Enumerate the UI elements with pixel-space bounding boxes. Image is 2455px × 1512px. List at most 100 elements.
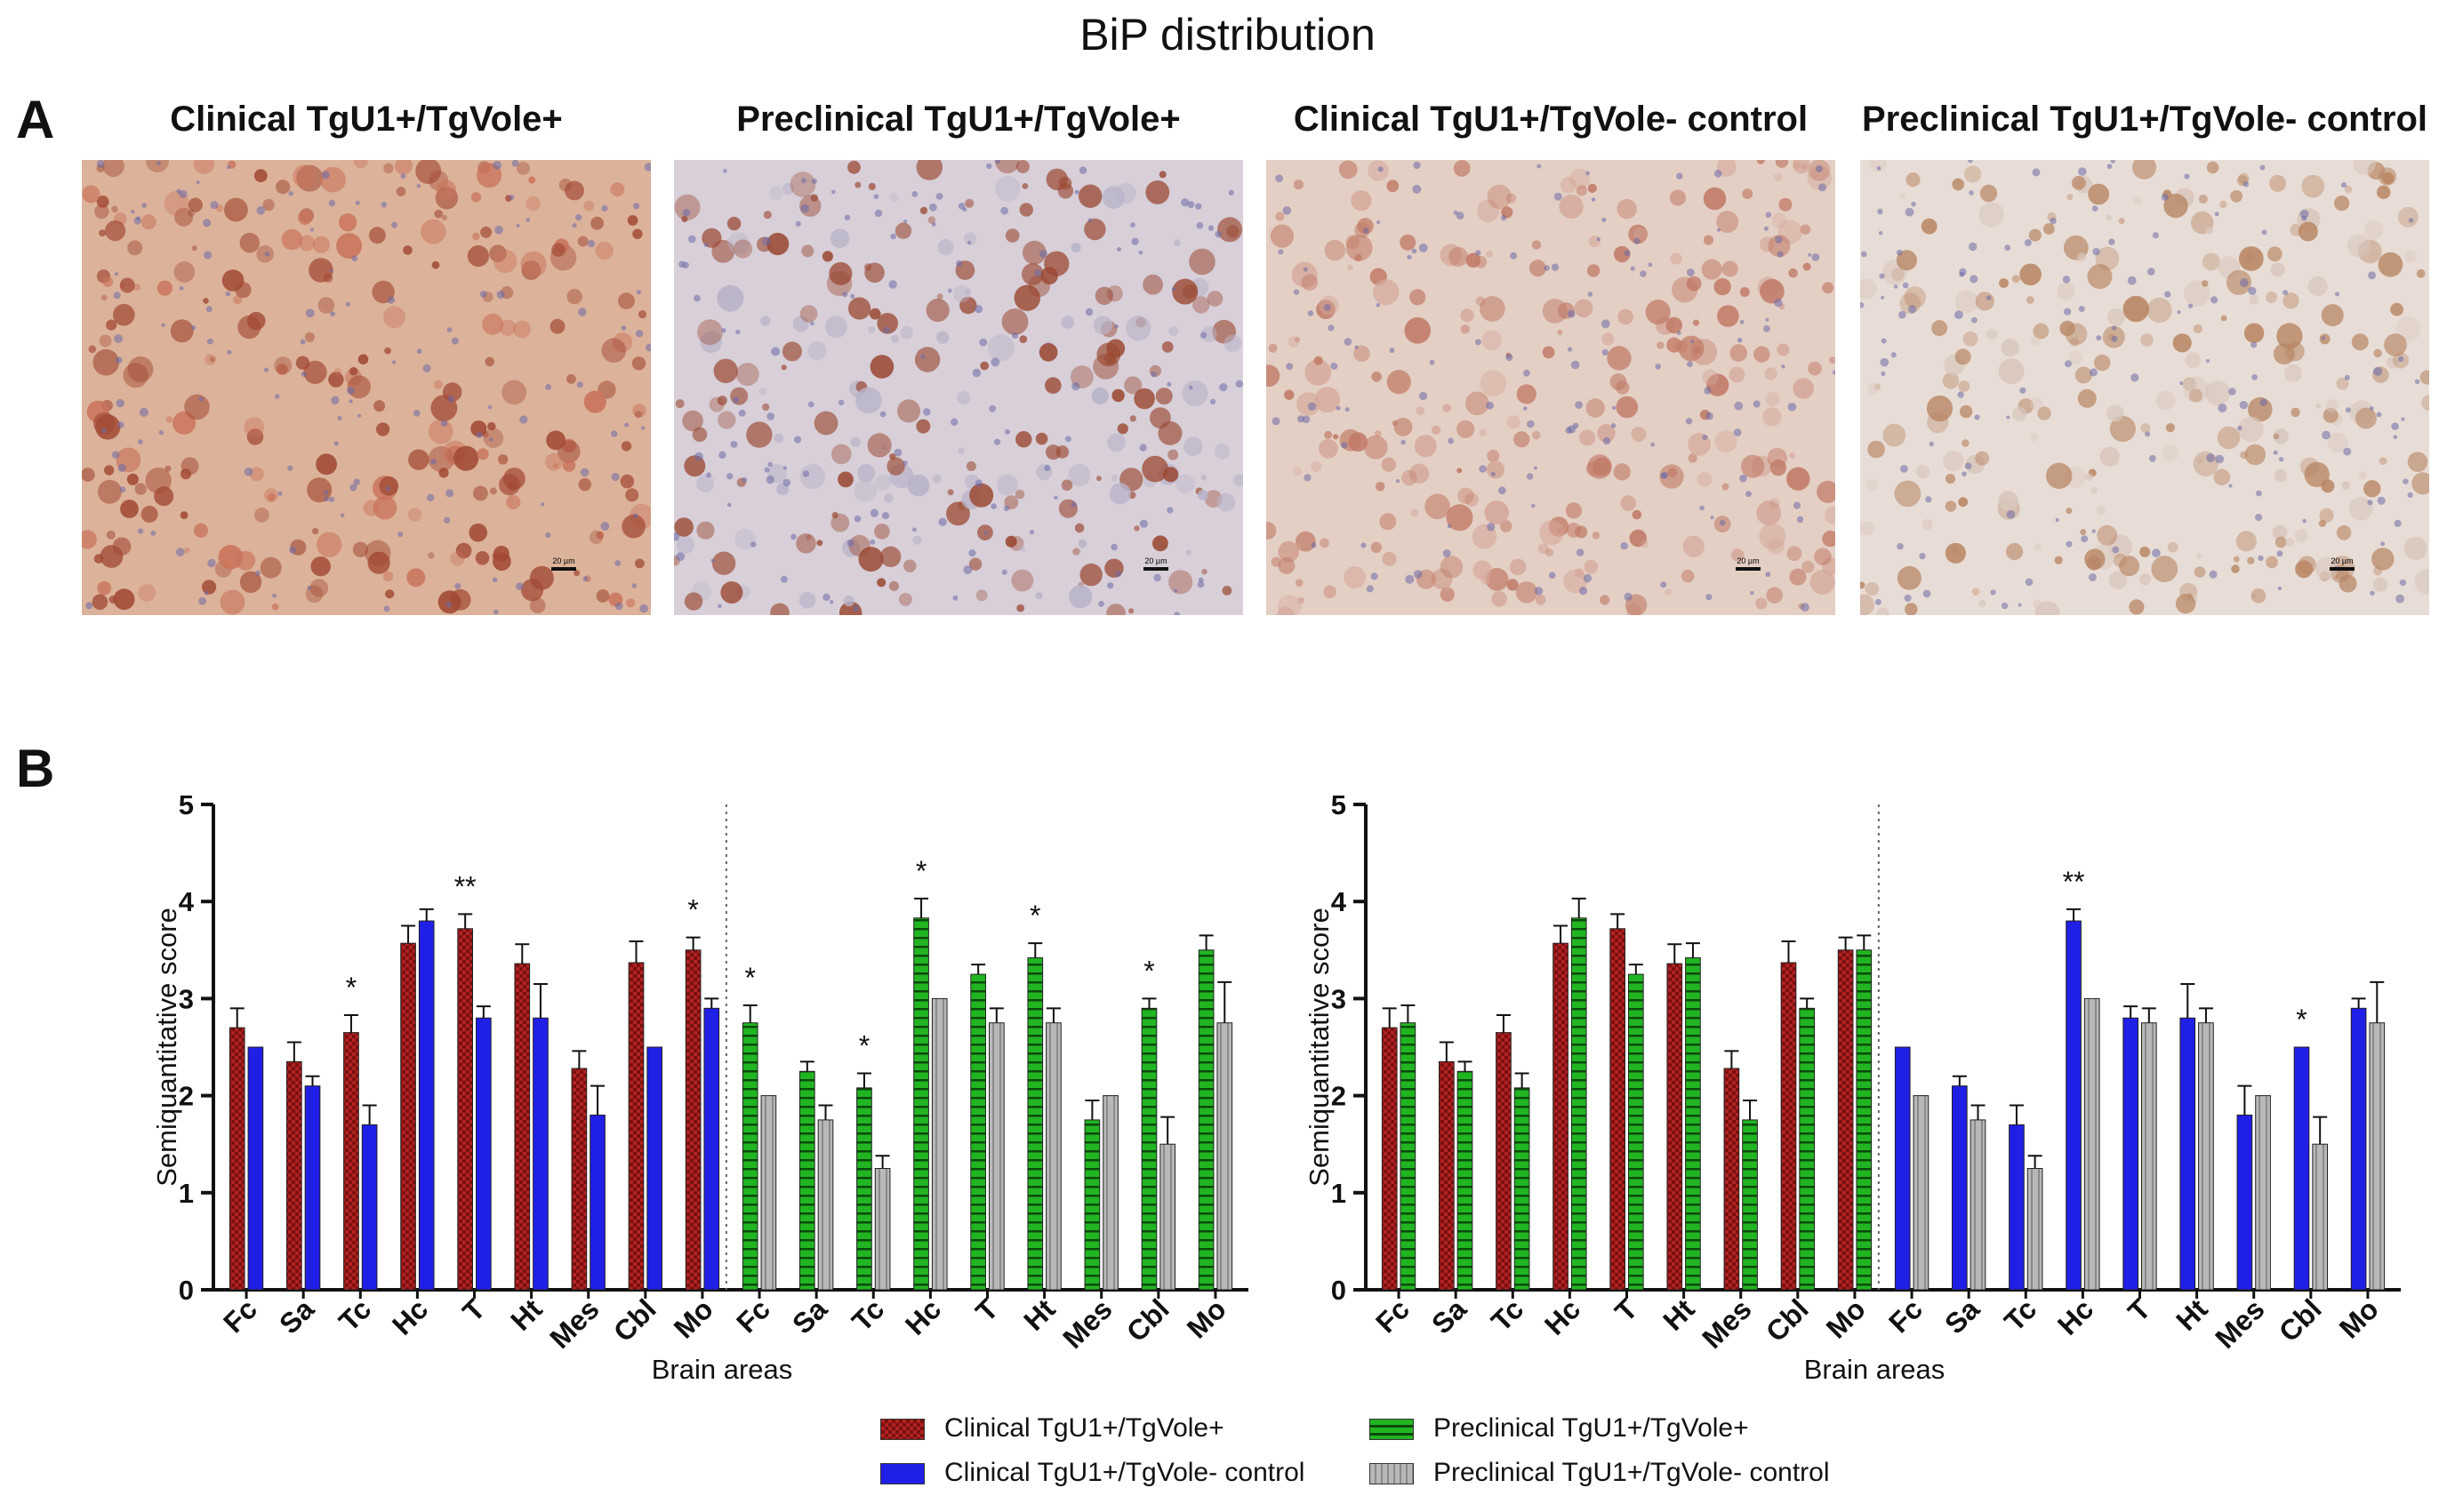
bar — [1084, 1119, 1101, 1291]
legend-item: Preclinical TgU1+/TgVole- control — [1369, 1458, 1830, 1488]
scale-bar-label: 20 µm — [2331, 556, 2353, 565]
bar — [2083, 997, 2100, 1291]
x-tick-label: Sa — [273, 1292, 320, 1340]
bar — [571, 1068, 588, 1291]
legend-swatch — [1369, 1419, 1414, 1441]
bar — [2009, 1124, 2025, 1291]
bar — [247, 1046, 264, 1291]
bar — [1685, 957, 1701, 1291]
legend-label: Preclinical TgU1+/TgVole- control — [1433, 1458, 1830, 1487]
significance-marker: * — [916, 855, 927, 887]
x-tick-label: Ht — [2170, 1292, 2214, 1337]
significance-marker: * — [859, 1029, 870, 1061]
bar — [989, 1022, 1005, 1291]
scale-bar-label: 20 µm — [1737, 556, 1759, 565]
bar — [418, 920, 435, 1291]
bar — [1513, 1087, 1530, 1291]
bar — [931, 997, 948, 1291]
micrograph-image: 20 µm — [1266, 160, 1835, 615]
x-tick-label: Sa — [786, 1292, 833, 1340]
bar — [285, 1060, 302, 1291]
x-tick-label: Fc — [1369, 1292, 1416, 1339]
legend-item: Preclinical TgU1+/TgVole+ — [1369, 1413, 1749, 1444]
bar — [913, 917, 929, 1291]
bar — [1159, 1143, 1176, 1291]
bar — [2141, 1022, 2157, 1291]
x-tick-label: Hc — [899, 1292, 947, 1340]
bar — [1723, 1068, 1740, 1291]
bar — [2236, 1114, 2253, 1291]
bar — [2255, 1095, 2271, 1291]
significance-marker: * — [744, 962, 755, 994]
bar — [343, 1032, 359, 1291]
bar — [1381, 1027, 1398, 1291]
x-tick-label: Fc — [730, 1292, 776, 1339]
scale-bar — [1736, 567, 1761, 571]
significance-marker: * — [2296, 1004, 2307, 1036]
bar — [1799, 1007, 1816, 1291]
significance-marker: ** — [2063, 866, 2085, 898]
bar — [1216, 1022, 1233, 1291]
bar — [1742, 1119, 1758, 1291]
bar — [817, 1119, 834, 1291]
micrograph-title: Preclinical TgU1+/TgVole- control — [1861, 100, 2428, 139]
x-tick-label: Mo — [668, 1292, 719, 1344]
x-tick-label: Tc — [1485, 1292, 1529, 1337]
y-tick-label: 4 — [1331, 886, 1347, 917]
x-tick-label: Tc — [846, 1292, 890, 1337]
bar — [1438, 1060, 1455, 1291]
bar — [514, 963, 531, 1291]
bar — [1970, 1119, 1986, 1291]
legend-swatch — [880, 1463, 925, 1485]
bar — [2066, 920, 2082, 1291]
bar — [1609, 928, 1625, 1291]
bar — [646, 1046, 663, 1291]
micrograph-image: 20 µm — [82, 160, 651, 615]
legend-label: Clinical TgU1+/TgVole+ — [944, 1413, 1224, 1443]
significance-marker: * — [1030, 900, 1040, 932]
x-tick-label: Fc — [1882, 1292, 1929, 1339]
y-tick-label: 0 — [179, 1275, 194, 1306]
bar — [1027, 957, 1044, 1291]
bar — [2312, 1143, 2329, 1291]
bar — [703, 1007, 720, 1291]
legend-swatch — [880, 1419, 925, 1441]
y-tick-label: 5 — [179, 789, 194, 820]
bar — [970, 973, 986, 1291]
bar — [1628, 973, 1644, 1291]
x-axis-label: Brain areas — [1804, 1354, 1946, 1385]
bar — [1141, 1007, 1158, 1291]
x-tick-label: Sa — [1938, 1292, 1986, 1340]
x-tick-label: Mes — [2209, 1292, 2270, 1354]
bar — [685, 949, 702, 1291]
y-tick-label: 1 — [179, 1178, 194, 1209]
x-tick-label: Hc — [2051, 1292, 2099, 1340]
bar — [2198, 1022, 2214, 1291]
legend-label: Preclinical TgU1+/TgVole+ — [1433, 1413, 1749, 1443]
bar — [2350, 1007, 2367, 1291]
x-tick-label: Cbl — [1760, 1292, 1815, 1348]
bar — [400, 942, 416, 1291]
bar — [856, 1087, 872, 1291]
bar — [1456, 1070, 1473, 1291]
y-tick-label: 3 — [1331, 983, 1346, 1014]
x-tick-label: Hc — [1538, 1292, 1586, 1340]
bar — [1951, 1085, 1968, 1291]
bar-charts: 0 1 2 3 4 5 Semiquantitative score Brain areas F… — [151, 789, 2401, 1385]
micrograph-title: Clinical TgU1+/TgVole+ — [170, 100, 563, 139]
x-axis-label: Brain areas — [652, 1354, 793, 1385]
figure-title: BiP distribution — [1079, 10, 1376, 60]
bar — [1552, 942, 1568, 1291]
scale-bar — [551, 567, 576, 571]
bar — [2122, 1017, 2138, 1291]
x-tick-label: Ht — [504, 1292, 549, 1337]
bar — [457, 928, 474, 1291]
x-tick-label: Ht — [1657, 1292, 1701, 1337]
x-tick-label: Tc — [1998, 1292, 2042, 1337]
micrograph-title: Preclinical TgU1+/TgVole+ — [736, 100, 1181, 139]
micrograph-title: Clinical TgU1+/TgVole- control — [1293, 100, 1809, 139]
y-tick-label: 2 — [179, 1081, 194, 1112]
bar — [742, 1022, 758, 1291]
bar — [1894, 1046, 1911, 1291]
legend-item: Clinical TgU1+/TgVole+ — [880, 1413, 1224, 1444]
